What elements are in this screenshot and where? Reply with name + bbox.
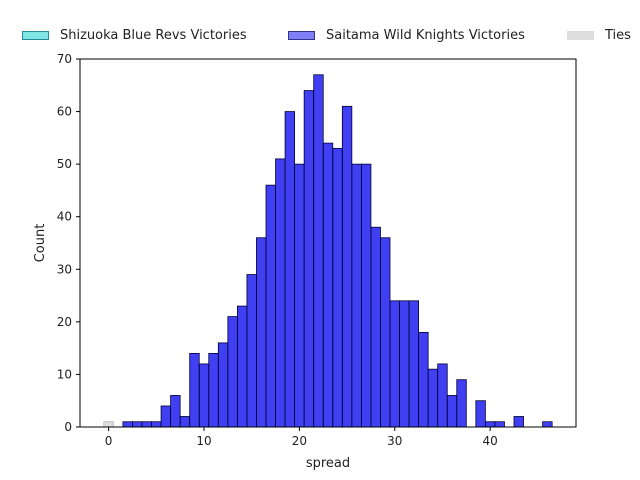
histogram-bar <box>179 416 191 428</box>
y-tick-label: 20 <box>57 315 72 329</box>
plot-frame <box>79 58 577 428</box>
histogram-bar <box>513 416 524 428</box>
histogram-bar <box>437 363 448 428</box>
legend-swatch-shizuoka <box>22 31 49 40</box>
histogram-bar <box>132 421 143 428</box>
histogram-bar <box>141 421 152 428</box>
legend-item-saitama: Saitama Wild Knights Victories <box>288 28 525 43</box>
histogram-bar <box>246 274 257 428</box>
histogram-bar <box>236 305 248 428</box>
legend-label-ties: Ties <box>605 28 631 43</box>
histogram-bar <box>313 74 324 428</box>
histogram-bar <box>389 300 400 428</box>
y-tick-label: 70 <box>57 52 72 66</box>
histogram-bar <box>170 395 181 428</box>
histogram-bar <box>484 421 496 428</box>
histogram-bar <box>275 158 286 428</box>
x-tick-label: 0 <box>105 434 113 448</box>
histogram-bar <box>160 405 172 428</box>
legend-swatch-ties <box>567 31 594 40</box>
histogram-bar <box>198 363 210 428</box>
histogram-bar <box>341 105 353 428</box>
histogram-bar <box>189 352 200 428</box>
histogram-bar <box>475 400 486 428</box>
y-tick-label: 60 <box>57 105 72 119</box>
y-ticks: 0 10 20 30 40 50 60 70 <box>57 52 80 434</box>
histogram-bar <box>446 395 458 428</box>
histogram-bar <box>370 226 381 428</box>
histogram-bar <box>494 421 505 428</box>
y-tick-label: 0 <box>64 420 72 434</box>
histogram-bar <box>294 163 305 428</box>
histogram-bar <box>217 342 229 428</box>
histogram-bar <box>380 237 391 428</box>
histogram-bar <box>284 111 296 428</box>
y-tick-label: 50 <box>57 157 72 171</box>
histogram-bar <box>332 147 343 428</box>
histogram-bar <box>256 237 267 428</box>
histogram-bar <box>360 163 372 428</box>
y-tick-label: 30 <box>57 262 72 276</box>
legend-label-saitama: Saitama Wild Knights Victories <box>326 28 525 43</box>
legend-item-shizuoka: Shizuoka Blue Revs Victories <box>22 28 247 43</box>
x-tick-label: 20 <box>292 434 307 448</box>
x-tick-label: 40 <box>483 434 498 448</box>
histogram-bar <box>151 421 162 428</box>
legend-label-shizuoka: Shizuoka Blue Revs Victories <box>60 28 247 43</box>
histogram-bar <box>351 163 362 428</box>
y-tick-label: 40 <box>57 210 72 224</box>
x-tick-label: 10 <box>196 434 211 448</box>
histogram-bar <box>265 184 276 428</box>
histogram-bar <box>103 421 114 428</box>
bars-layer <box>103 74 553 428</box>
histogram-bar <box>456 379 467 428</box>
y-tick-label: 10 <box>57 367 72 381</box>
histogram-bar <box>303 90 315 428</box>
x-tick-label: 30 <box>387 434 402 448</box>
histogram-bar <box>418 331 429 428</box>
x-axis-label: spread <box>306 456 350 471</box>
histogram-bar <box>208 352 219 428</box>
y-axis-label: Count <box>33 224 48 263</box>
legend-swatch-saitama <box>288 31 315 40</box>
legend-item-ties: Ties <box>567 28 631 43</box>
histogram-bar <box>399 300 410 428</box>
legend: Shizuoka Blue Revs Victories Saitama Wil… <box>0 28 640 48</box>
histogram-bar <box>427 368 439 428</box>
x-ticks: 0 10 20 30 40 <box>105 427 498 448</box>
histogram-bar <box>227 316 238 428</box>
histogram-bar <box>322 142 334 428</box>
histogram-bar <box>122 421 133 428</box>
histogram-bar <box>408 300 420 428</box>
histogram-bar <box>542 421 553 428</box>
